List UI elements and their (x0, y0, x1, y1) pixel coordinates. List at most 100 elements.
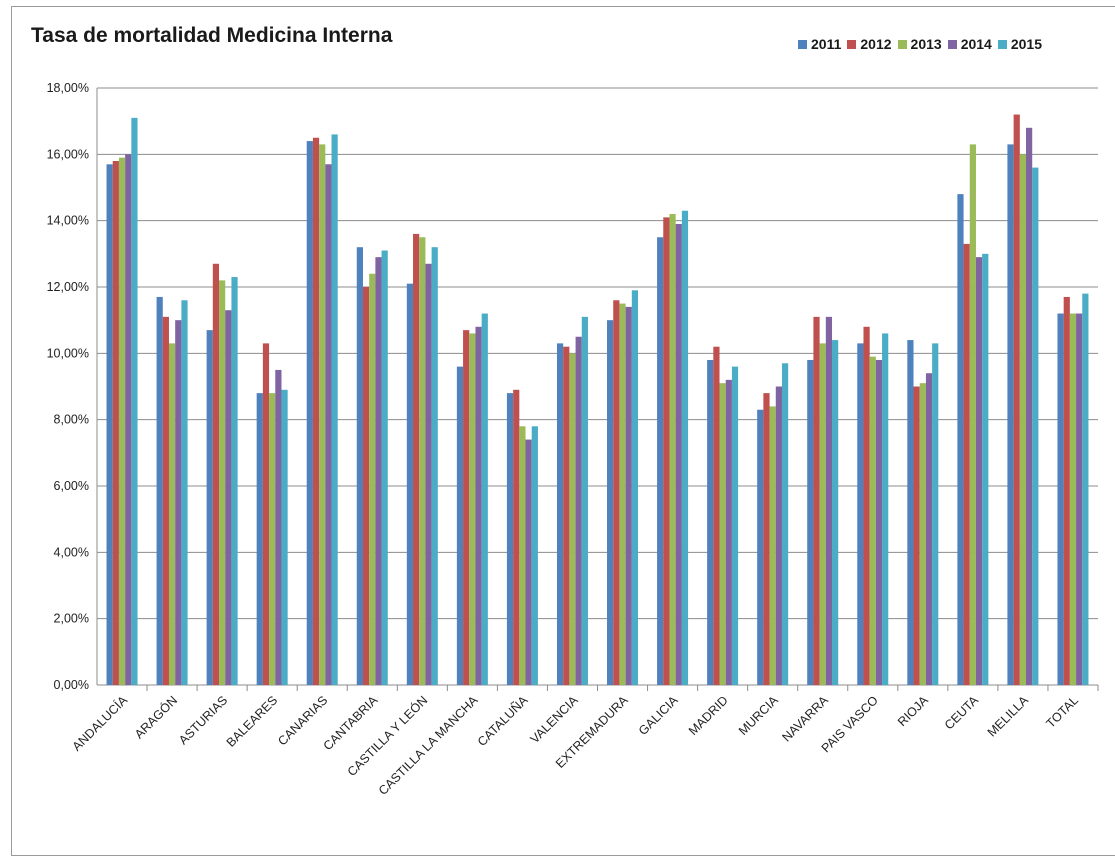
y-tick-label: 18,00% (47, 81, 89, 95)
y-tick-label: 10,00% (47, 346, 89, 360)
bar-2014-8 (525, 439, 532, 685)
x-tick-label: MADRID (686, 693, 731, 738)
bar-2014-16 (925, 373, 933, 685)
bar-2011-3 (256, 393, 263, 685)
bar-2012-17 (963, 243, 970, 685)
legend-swatch (947, 39, 957, 49)
bar-2011-15 (857, 343, 864, 685)
chart-title: Tasa de mortalidad Medicina Interna (31, 24, 393, 47)
bar-2012-18 (1013, 114, 1020, 685)
bar-2012-5 (362, 287, 370, 685)
x-tick-label: NAVARRA (780, 693, 832, 745)
y-tick-label: 4,00% (54, 545, 89, 559)
bar-2012-10 (613, 300, 620, 685)
bar-2011-11 (657, 237, 664, 685)
x-tick-label: ARAGÓN (131, 693, 180, 742)
bar-2012-9 (563, 346, 570, 685)
legend-label: 2012 (860, 36, 892, 52)
bar-2014-14 (825, 316, 833, 685)
bar-2011-13 (757, 409, 764, 685)
bar-2015-6 (431, 247, 438, 685)
bar-2013-6 (419, 237, 426, 685)
bar-2015-3 (281, 389, 288, 685)
bar-2012-15 (863, 326, 870, 685)
legend-label: 2011 (811, 36, 842, 52)
bar-2014-13 (775, 386, 782, 685)
bar-2013-10 (619, 303, 626, 685)
bar-2015-16 (932, 343, 939, 685)
x-tick-label: GALICIA (636, 693, 681, 738)
bar-2014-15 (875, 359, 883, 685)
bar-2012-13 (763, 393, 770, 685)
bar-2013-5 (369, 273, 376, 685)
y-tick-label: 12,00% (47, 280, 89, 294)
y-tick-label: 6,00% (54, 479, 89, 493)
legend-label: 2014 (960, 36, 992, 52)
bar-2013-13 (769, 406, 776, 685)
legend-label: 2015 (1010, 36, 1042, 52)
y-tick-label: 16,00% (47, 147, 89, 161)
x-tick-label: CEUTA (942, 693, 982, 733)
bar-2012-3 (262, 343, 270, 685)
bar-2013-9 (569, 353, 576, 685)
bar-2011-17 (957, 194, 964, 685)
bar-2012-11 (663, 217, 670, 685)
bar-2015-2 (231, 277, 238, 685)
bar-2012-19 (1063, 296, 1070, 685)
bar-2012-4 (312, 137, 320, 685)
bar-2013-4 (319, 144, 326, 685)
bar-2011-7 (456, 366, 464, 685)
y-tick-label: 2,00% (54, 612, 89, 626)
x-tick-label: RIOJA (895, 693, 931, 729)
bar-2014-17 (975, 257, 983, 685)
bar-2014-3 (275, 369, 282, 685)
bar-2011-5 (356, 247, 363, 685)
bar-2012-8 (513, 389, 520, 685)
bar-2015-10 (631, 290, 639, 685)
bar-2011-1 (156, 296, 163, 685)
bar-2013-1 (168, 343, 176, 685)
bar-2015-9 (581, 316, 588, 685)
x-tick-label: ASTURIAS (176, 693, 230, 747)
y-tick-label: 8,00% (54, 413, 89, 427)
bar-2014-0 (125, 154, 132, 685)
bar-2013-7 (469, 333, 476, 685)
bar-2011-14 (807, 359, 814, 685)
bar-2015-7 (481, 313, 488, 685)
x-tick-label: CATALUÑA (475, 693, 531, 749)
x-tick-label: MURCIA (736, 693, 781, 738)
bar-2015-8 (531, 426, 538, 685)
bar-2014-18 (1026, 127, 1033, 686)
bar-2015-0 (131, 117, 138, 686)
bar-2011-2 (206, 330, 213, 685)
legend-swatch (897, 39, 907, 49)
bar-2013-14 (819, 343, 826, 685)
bar-2011-16 (907, 340, 914, 685)
bar-2014-1 (175, 320, 182, 685)
y-tick-label: 0,00% (54, 678, 89, 692)
bar-2014-11 (675, 223, 682, 686)
bar-2014-10 (625, 306, 632, 685)
legend-item: 2011 (798, 36, 841, 52)
legend-swatch (847, 39, 857, 49)
bar-2013-8 (519, 426, 526, 685)
bar-2012-12 (713, 346, 720, 685)
x-tick-label: VALENCIA (528, 693, 581, 746)
bar-2015-11 (681, 210, 689, 685)
x-tick-label: BALEARES (224, 693, 281, 750)
bar-2012-16 (913, 386, 920, 685)
bar-2014-9 (575, 336, 582, 685)
bar-2011-4 (306, 141, 313, 685)
bar-2013-12 (719, 383, 726, 685)
x-tick-label: ANDALUCÍA (69, 692, 131, 754)
bar-2013-2 (219, 280, 226, 685)
bar-2015-12 (731, 366, 739, 685)
bar-2015-15 (882, 333, 889, 685)
bar-2013-17 (969, 144, 976, 685)
bar-2015-1 (181, 300, 188, 685)
bar-2011-6 (406, 283, 414, 685)
bar-2011-12 (707, 359, 714, 685)
bar-2013-0 (118, 157, 126, 685)
bar-2015-18 (1032, 167, 1039, 686)
